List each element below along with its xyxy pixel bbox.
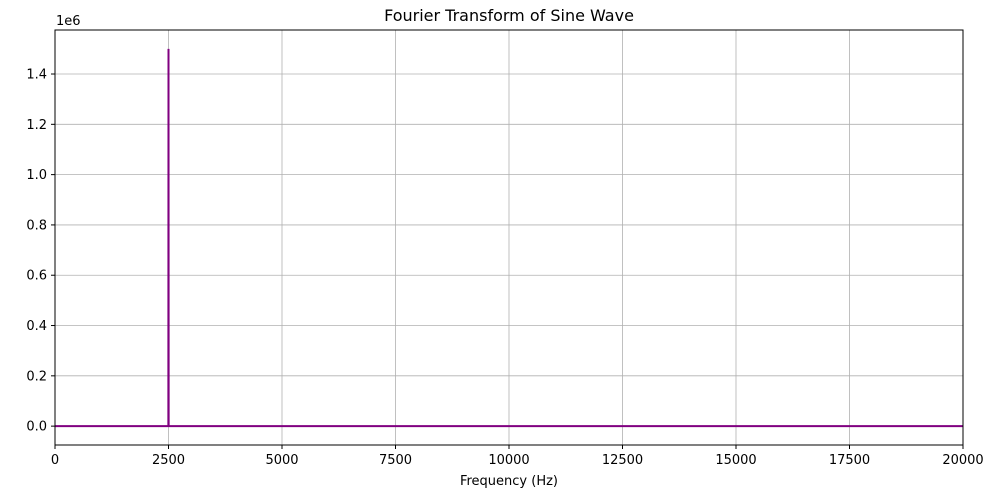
chart-title: Fourier Transform of Sine Wave — [384, 6, 634, 25]
x-tick-label: 17500 — [829, 453, 870, 468]
y-tick-label: 1.4 — [26, 68, 47, 83]
plot-series — [55, 48, 963, 428]
y-axis: 0.0 0.2 0.4 0.6 0.8 1.0 1.2 1.4 — [26, 68, 55, 435]
x-tick-label: 7500 — [379, 453, 412, 468]
x-tick-label: 2500 — [152, 453, 185, 468]
x-tick-label: 12500 — [602, 453, 643, 468]
x-axis-label: Frequency (Hz) — [460, 474, 558, 489]
y-axis-multiplier: 1e6 — [56, 14, 81, 29]
x-tick-label: 0 — [51, 453, 59, 468]
x-tick-label: 10000 — [488, 453, 529, 468]
x-axis: 0 2500 5000 7500 10000 12500 15000 17500 20000 — [51, 445, 984, 468]
y-tick-label: 1.0 — [26, 168, 47, 183]
y-tick-label: 0.8 — [26, 218, 47, 233]
y-tick-label: 0.4 — [26, 319, 47, 334]
y-tick-label: 1.2 — [26, 118, 47, 133]
y-tick-label: 0.0 — [26, 420, 47, 435]
y-tick-label: 0.6 — [26, 269, 47, 284]
x-tick-label: 5000 — [265, 453, 298, 468]
x-tick-label: 20000 — [942, 453, 983, 468]
x-tick-label: 15000 — [715, 453, 756, 468]
series-line — [55, 48, 963, 428]
y-tick-label: 0.2 — [26, 369, 47, 384]
